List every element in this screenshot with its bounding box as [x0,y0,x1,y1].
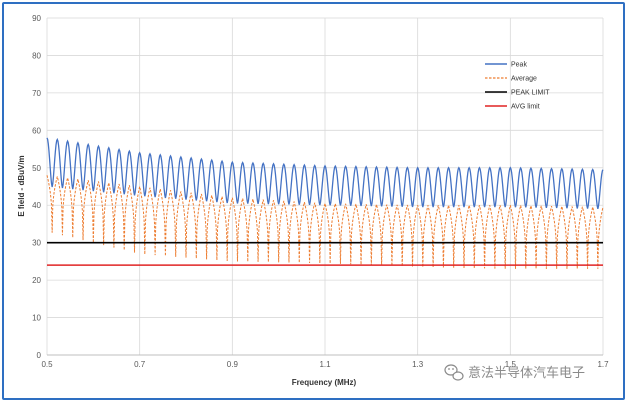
y-tick-labels: 0 10 20 30 40 50 60 70 80 90 [32,14,41,360]
y-tick-label: 70 [32,89,41,98]
y-tick-label: 10 [32,314,41,323]
gridlines [46,17,604,356]
legend: Peak Average PEAK LIMIT AVG limit [485,62,550,111]
x-axis-label: Frequency (MHz) [292,378,357,387]
y-tick-label: 50 [32,164,41,173]
x-tick-label: 1.1 [319,360,331,369]
y-tick-label: 20 [32,276,41,285]
series-lines [46,137,604,269]
series-line-peak [46,137,604,210]
y-axis-label: E field - dBuV/m [17,155,26,216]
y-tick-label: 0 [37,351,42,360]
watermark-text: 意法半导体汽车电子 [468,365,585,380]
x-tick-label: 0.5 [41,360,53,369]
wechat-icon [444,364,464,381]
legend-entry: Peak [511,62,527,69]
legend-entry: Average [511,76,537,83]
y-tick-label: 30 [32,239,41,248]
x-tick-label: 1.7 [597,360,609,369]
y-tick-label: 90 [32,14,41,23]
x-tick-label: 1.3 [412,360,424,369]
y-tick-label: 60 [32,126,41,135]
x-tick-label: 0.7 [134,360,146,369]
legend-entry: AVG limit [511,104,540,111]
watermark: 意法半导体汽车电子 [444,364,585,381]
x-tick-labels: 0.5 0.7 0.9 1.1 1.3 1.5 1.7 [41,360,609,369]
x-tick-label: 0.9 [227,360,239,369]
series-line-average [46,175,604,269]
y-tick-label: 80 [32,51,41,60]
y-tick-label: 40 [32,201,41,210]
x-tick-label: 1.5 [505,360,517,369]
legend-entry: PEAK LIMIT [511,90,550,97]
